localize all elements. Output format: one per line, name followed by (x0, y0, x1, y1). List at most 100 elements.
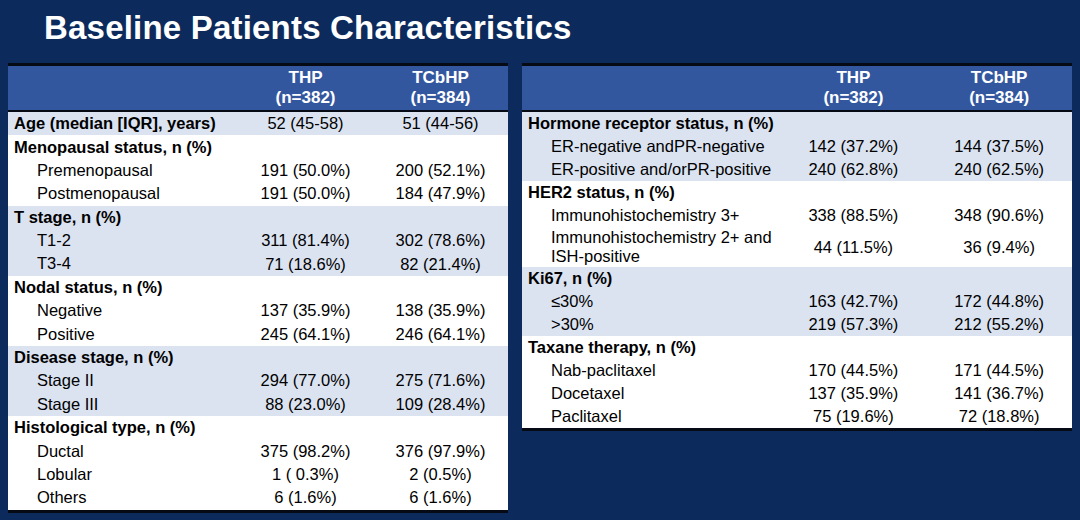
column-subtitle: (n=384) (926, 88, 1072, 108)
thp-value: 191 (50.0%) (238, 161, 373, 180)
table-row: Stage II294 (77.0%)275 (71.6%) (8, 369, 508, 392)
baseline-table-right: THP(n=382)TCbHP(n=384)Hormone receptor s… (522, 63, 1072, 431)
column-title: TCbHP (926, 68, 1072, 88)
tcbhp-value: 72 (18.8%) (926, 407, 1072, 426)
thp-value: 338 (88.5%) (781, 206, 927, 225)
thp-value: 75 (19.6%) (781, 407, 927, 426)
row-label: Positive (8, 324, 238, 345)
thp-value: 71 (18.6%) (238, 255, 373, 274)
table-header: THP(n=382)TCbHP(n=384) (8, 66, 508, 112)
table-row: ER-positive and/orPR-positive240 (62.8%)… (522, 158, 1072, 181)
row-label: Ki67, n (%) (522, 268, 781, 289)
table-row: ER-negative andPR-negative142 (37.2%)144… (522, 135, 1072, 158)
thp-value: 294 (77.0%) (238, 371, 373, 390)
row-label: Ductal (8, 441, 238, 462)
thp-value: 6 (1.6%) (238, 488, 373, 507)
thp-value: 375 (98.2%) (238, 442, 373, 461)
column-header: THP(n=382) (781, 68, 927, 108)
thp-value: 137 (35.9%) (238, 301, 373, 320)
table-row: T1-2311 (81.4%)302 (78.6%) (8, 229, 508, 252)
column-header: TCbHP(n=384) (926, 68, 1072, 108)
table-row: T stage, n (%) (8, 206, 508, 229)
tcbhp-value: 109 (28.4%) (373, 395, 508, 414)
thp-value: 191 (50.0%) (238, 184, 373, 203)
thp-value: 142 (37.2%) (781, 137, 927, 156)
table-row: Negative137 (35.9%)138 (35.9%) (8, 299, 508, 322)
table-row: Premenopausal191 (50.0%)200 (52.1%) (8, 159, 508, 182)
tcbhp-value: 171 (44.5%) (926, 361, 1072, 380)
column-subtitle: (n=384) (373, 88, 508, 108)
tcbhp-value: 200 (52.1%) (373, 161, 508, 180)
table-row: >30%219 (57.3%)212 (55.2%) (522, 313, 1072, 336)
row-label: Negative (8, 300, 238, 321)
row-label: Paclitaxel (522, 406, 781, 427)
row-label: ER-positive and/orPR-positive (522, 159, 781, 180)
row-label: Histological type, n (%) (8, 417, 238, 438)
table-body: Hormone receptor status, n (%)ER-negativ… (522, 112, 1072, 428)
table-row: Immunohistochemistry 3+338 (88.5%)348 (9… (522, 204, 1072, 227)
thp-value: 219 (57.3%) (781, 315, 927, 334)
header-spacer-cell (8, 87, 238, 89)
thp-value: 311 (81.4%) (238, 231, 373, 250)
row-label: ER-negative andPR-negative (522, 136, 781, 157)
table-row: ≤30%163 (42.7%)172 (44.8%) (522, 290, 1072, 313)
table-row: Ductal375 (98.2%)376 (97.9%) (8, 439, 508, 462)
table-row: Paclitaxel75 (19.6%)72 (18.8%) (522, 405, 1072, 428)
row-label: T3-4 (8, 253, 238, 274)
tcbhp-value: 141 (36.7%) (926, 384, 1072, 403)
table-row: Docetaxel137 (35.9%)141 (36.7%) (522, 382, 1072, 405)
table-row: Disease stage, n (%) (8, 346, 508, 369)
tcbhp-value: 376 (97.9%) (373, 442, 508, 461)
thp-value: 163 (42.7%) (781, 292, 927, 311)
tcbhp-value: 144 (37.5%) (926, 137, 1072, 156)
header-spacer-cell (522, 87, 781, 89)
table-row: Stage III88 (23.0%)109 (28.4%) (8, 393, 508, 416)
column-subtitle: (n=382) (781, 88, 927, 108)
row-label: Lobular (8, 464, 238, 485)
slide: Baseline Patients Characteristics THP(n=… (0, 0, 1080, 520)
row-label: Nab-paclitaxel (522, 360, 781, 381)
thp-value: 44 (11.5%) (781, 238, 927, 257)
tcbhp-value: 212 (55.2%) (926, 315, 1072, 334)
column-header: THP(n=382) (238, 68, 373, 108)
thp-value: 240 (62.8%) (781, 160, 927, 179)
row-label: Stage III (8, 394, 238, 415)
table-row: Others6 (1.6%)6 (1.6%) (8, 486, 508, 509)
row-label: >30% (522, 314, 781, 335)
tcbhp-value: 172 (44.8%) (926, 292, 1072, 311)
row-label: Others (8, 487, 238, 508)
thp-value: 245 (64.1%) (238, 325, 373, 344)
baseline-table-left: THP(n=382)TCbHP(n=384)Age (median [IQR],… (8, 63, 508, 513)
tcbhp-value: 51 (44-56) (373, 114, 508, 133)
row-label: ≤30% (522, 291, 781, 312)
row-label: Menopausal status, n (%) (8, 137, 238, 158)
tcbhp-value: 246 (64.1%) (373, 325, 508, 344)
table-row: Positive245 (64.1%)246 (64.1%) (8, 323, 508, 346)
table-row: Taxane therapy, n (%) (522, 336, 1072, 359)
thp-value: 1 ( 0.3%) (238, 465, 373, 484)
tcbhp-value: 184 (47.9%) (373, 184, 508, 203)
row-label: Hormone receptor status, n (%) (522, 113, 781, 134)
row-label: Docetaxel (522, 383, 781, 404)
table-row: Hormone receptor status, n (%) (522, 112, 1072, 135)
column-title: THP (238, 68, 373, 88)
row-label: Nodal status, n (%) (8, 277, 238, 298)
thp-value: 137 (35.9%) (781, 384, 927, 403)
table-row: Histological type, n (%) (8, 416, 508, 439)
slide-title: Baseline Patients Characteristics (44, 9, 572, 47)
table-row: Menopausal status, n (%) (8, 135, 508, 158)
tcbhp-value: 275 (71.6%) (373, 371, 508, 390)
table-row: Nodal status, n (%) (8, 276, 508, 299)
table-row: T3-471 (18.6%)82 (21.4%) (8, 252, 508, 275)
table-row: HER2 status, n (%) (522, 181, 1072, 204)
row-label: HER2 status, n (%) (522, 182, 781, 203)
column-header: TCbHP(n=384) (373, 68, 508, 108)
tcbhp-value: 302 (78.6%) (373, 231, 508, 250)
thp-value: 170 (44.5%) (781, 361, 927, 380)
tcbhp-value: 2 (0.5%) (373, 465, 508, 484)
thp-value: 88 (23.0%) (238, 395, 373, 414)
row-label: Postmenopausal (8, 183, 238, 204)
tcbhp-value: 6 (1.6%) (373, 488, 508, 507)
table-row: Lobular1 ( 0.3%)2 (0.5%) (8, 463, 508, 486)
table-row: Postmenopausal191 (50.0%)184 (47.9%) (8, 182, 508, 205)
